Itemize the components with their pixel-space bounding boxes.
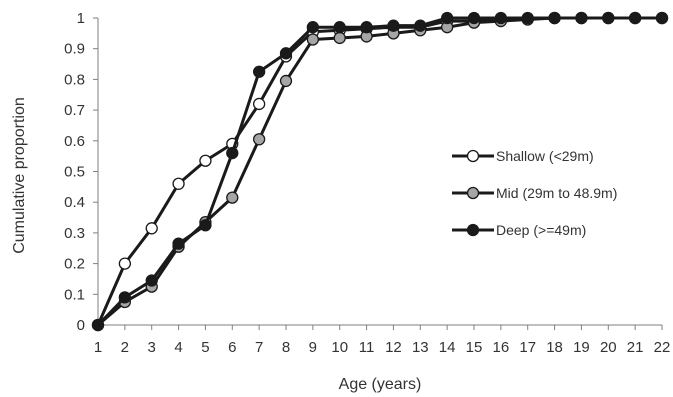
- series-line: [97, 16, 662, 327]
- data-point: [145, 222, 158, 235]
- x-tick-label: 12: [385, 339, 402, 356]
- x-tick-label: 4: [174, 339, 182, 356]
- data-point: [494, 11, 508, 25]
- data-point: [575, 11, 588, 25]
- data-point: [279, 74, 293, 88]
- data-point: [172, 177, 185, 190]
- data-point: [118, 257, 132, 270]
- data-point: [252, 133, 266, 146]
- y-tick-label: 0.3: [64, 225, 85, 242]
- x-tick-label: 19: [573, 339, 590, 356]
- y-axis-title: Cumulative proportion: [11, 97, 28, 254]
- y-tick-label: 0.4: [64, 194, 85, 211]
- y-tick-label: 0.1: [64, 286, 85, 303]
- data-point: [655, 11, 669, 25]
- legend-marker: [466, 186, 480, 200]
- x-tick-label: 8: [282, 339, 290, 356]
- legend-label: Deep (>=49m): [496, 222, 586, 238]
- data-point: [145, 274, 158, 287]
- x-tick-label: 3: [148, 339, 156, 356]
- data-point: [252, 97, 266, 111]
- x-tick-label: 22: [654, 339, 671, 356]
- data-point: [414, 19, 427, 32]
- data-point: [199, 154, 212, 167]
- legend-item: Shallow (<29m): [452, 148, 594, 164]
- y-tick-label: 0.8: [64, 71, 85, 88]
- data-point: [91, 318, 105, 332]
- data-point: [118, 291, 132, 304]
- x-tick-label: 10: [331, 339, 348, 356]
- x-tick-label: 9: [309, 339, 317, 356]
- legend: Shallow (<29m) Mid (29m to 48.9m) Deep (>=…: [452, 148, 617, 238]
- data-point: [172, 237, 185, 250]
- x-tick-label: 5: [201, 339, 209, 356]
- data-point: [548, 11, 561, 25]
- data-point: [252, 65, 266, 78]
- x-tick-label: 7: [255, 339, 263, 356]
- data-point: [387, 19, 400, 32]
- data-point: [333, 31, 346, 45]
- legend-item: Deep (>=49m): [452, 222, 586, 238]
- y-tick-label: 1: [77, 10, 85, 27]
- axes: [93, 17, 663, 330]
- series-line: [96, 16, 662, 326]
- data-point: [440, 11, 454, 25]
- x-tick-label: 1: [94, 339, 102, 356]
- x-tick-label: 21: [627, 339, 644, 356]
- x-tick-label: 15: [466, 339, 483, 356]
- series-1: [91, 11, 669, 332]
- x-axis-title: Age (years): [339, 376, 422, 393]
- x-tick-label: 2: [121, 339, 129, 356]
- data-point: [226, 191, 239, 204]
- data-point: [226, 146, 239, 160]
- y-tick-label: 0.2: [64, 256, 85, 273]
- y-tick-label: 0.5: [64, 164, 85, 181]
- data-point: [467, 11, 481, 25]
- legend-label: Shallow (<29m): [496, 148, 594, 164]
- x-tick-label: 18: [546, 339, 563, 356]
- tick-labels: 00.10.20.30.40.50.60.70.80.911 2 3 4 5 6 7 8 9 10…: [64, 10, 670, 356]
- y-tick-label: 0.9: [64, 41, 85, 58]
- x-tick-label: 17: [519, 339, 536, 356]
- data-point: [306, 21, 320, 34]
- y-tick-label: 0: [77, 317, 85, 334]
- x-tick-label: 20: [600, 339, 617, 356]
- x-tick-label: 16: [493, 339, 510, 356]
- y-tick-label: 0.6: [64, 133, 85, 150]
- series-0: [91, 11, 669, 332]
- x-tick-label: 14: [439, 339, 456, 356]
- data-point: [306, 33, 320, 46]
- x-tick-label: 13: [412, 339, 429, 356]
- data-point: [602, 11, 615, 25]
- data-point: [360, 21, 373, 34]
- data-point: [333, 21, 346, 34]
- series-2: [91, 11, 669, 332]
- series-group: [91, 11, 669, 332]
- y-tick-label: 0.7: [64, 102, 85, 119]
- series-line: [96, 16, 662, 327]
- data-point: [521, 11, 534, 25]
- data-point: [628, 11, 642, 25]
- legend-marker: [466, 223, 480, 237]
- legend-item: Mid (29m to 48.9m): [452, 185, 617, 201]
- x-tick-label: 6: [228, 339, 236, 356]
- data-point: [199, 219, 212, 232]
- legend-marker: [466, 149, 480, 163]
- x-tick-label: 11: [359, 339, 375, 356]
- data-point: [279, 47, 293, 60]
- legend-label: Mid (29m to 48.9m): [496, 185, 617, 201]
